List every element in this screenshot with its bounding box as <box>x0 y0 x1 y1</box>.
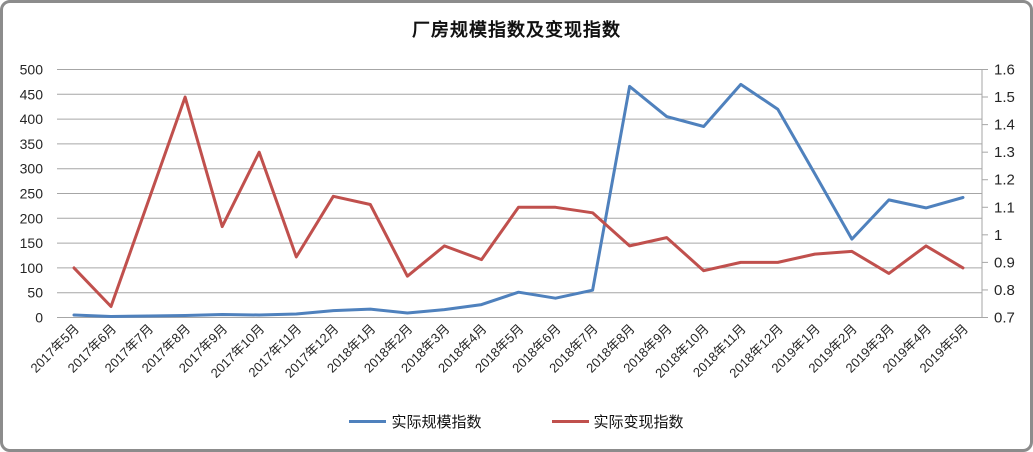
right-axis-tick-label: 0.8 <box>994 282 1015 299</box>
right-axis-tick-label: 1.5 <box>994 89 1015 106</box>
left-axis-tick-label: 500 <box>20 62 44 78</box>
legend-label-scale-index: 实际规模指数 <box>391 414 482 431</box>
left-axis-tick-label: 0 <box>35 310 43 326</box>
left-axis-tick-label: 350 <box>20 136 44 152</box>
right-axis-tick-label: 1.6 <box>994 62 1015 79</box>
left-axis-tick-label: 250 <box>20 186 44 202</box>
legend-item-scale-index[interactable]: 实际规模指数 <box>349 411 482 432</box>
right-axis-tick-label: 1.3 <box>994 144 1015 161</box>
left-axis-tick-label: 100 <box>20 260 44 276</box>
legend: 实际规模指数 实际变现指数 <box>3 411 1030 432</box>
left-axis-tick-label: 300 <box>20 161 44 177</box>
right-axis-tick-label: 1.1 <box>994 199 1015 216</box>
legend-item-realization-index[interactable]: 实际变现指数 <box>551 411 684 432</box>
scale-index-line <box>72 82 965 318</box>
right-axis-tick-label: 0.7 <box>994 310 1015 327</box>
chart-title: 厂房规模指数及变现指数 <box>412 20 621 40</box>
realization-index-line-swatch <box>551 420 589 423</box>
left-axis-tick-label: 400 <box>20 111 44 127</box>
scale-index-line-swatch <box>349 420 387 423</box>
legend-label-realization-index: 实际变现指数 <box>593 414 684 431</box>
right-axis-tick-label: 1.4 <box>994 117 1015 134</box>
left-axis-tick-label: 50 <box>27 285 43 301</box>
left-axis-tick-label: 200 <box>20 210 44 226</box>
right-axis-tick-label: 0.9 <box>994 254 1015 271</box>
right-axis-tick-label: 1 <box>994 227 1002 244</box>
left-axis-tick-label: 450 <box>20 86 44 102</box>
right-axis-tick-label: 1.2 <box>994 172 1015 189</box>
realization-index-line <box>72 95 965 308</box>
left-axis-tick-label: 150 <box>20 235 44 251</box>
